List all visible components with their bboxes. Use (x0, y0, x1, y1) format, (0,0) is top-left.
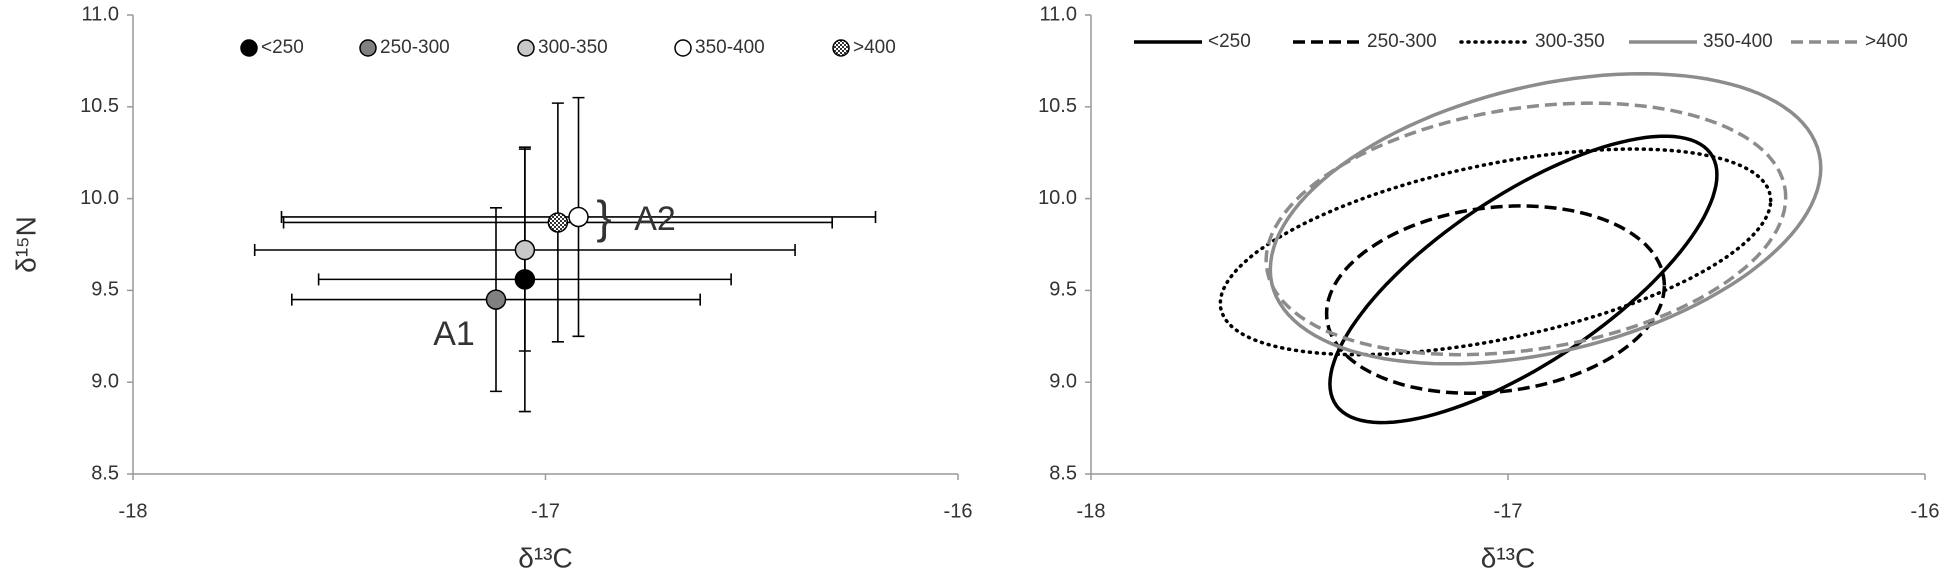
annotation: A1 (433, 315, 475, 353)
legend-marker (359, 39, 377, 57)
x-tick-label: -17 (1494, 500, 1523, 522)
y-tick-label: 9.5 (91, 279, 119, 301)
ellipse (1324, 204, 1667, 395)
legend-label: 350-400 (1703, 31, 1773, 52)
point (547, 212, 569, 233)
legend-label: <250 (1208, 31, 1251, 52)
y-tick-label: 8.5 (91, 462, 119, 484)
point (568, 206, 589, 228)
ellipse (1264, 101, 1788, 357)
x-tick-label: -17 (531, 500, 560, 522)
point (514, 239, 536, 261)
y-tick-label: 11.0 (82, 3, 119, 25)
y-tick-label: 11.0 (1040, 3, 1077, 25)
x-tick-label: -18 (119, 500, 148, 522)
y-tick-label: 8.5 (1049, 462, 1077, 484)
y-tick-label: 10.0 (80, 187, 119, 209)
ellipse (1328, 134, 1719, 425)
point (514, 269, 536, 290)
x-axis-title: δ¹³C (518, 542, 572, 573)
legend-label: 250-300 (1367, 31, 1437, 52)
point (485, 289, 507, 310)
annotation: A2 (634, 200, 676, 238)
y-axis-title: δ¹⁵N (10, 216, 41, 273)
legend-label: <250 (261, 37, 304, 58)
legend-marker (832, 39, 850, 57)
x-axis-title: δ¹³C (1481, 542, 1535, 573)
legend-label: 300-350 (538, 37, 608, 58)
x-tick-label: -18 (1077, 500, 1106, 522)
legend-label: 250-300 (380, 37, 450, 58)
legend-label: >400 (853, 37, 896, 58)
annotation: } (596, 191, 611, 243)
ellipse (1218, 147, 1773, 357)
y-tick-label: 9.0 (91, 370, 119, 392)
y-tick-label: 10.5 (80, 95, 119, 117)
legend-marker (674, 39, 692, 57)
legend-marker (517, 39, 535, 57)
x-tick-label: -16 (944, 500, 973, 522)
y-tick-label: 10.5 (1038, 95, 1077, 117)
x-tick-label: -16 (1911, 500, 1940, 522)
y-tick-label: 9.0 (1049, 370, 1077, 392)
legend-marker (240, 39, 258, 57)
legend-label: 350-400 (695, 37, 765, 58)
ellipse (1268, 72, 1823, 366)
y-tick-label: 10.0 (1038, 187, 1077, 209)
y-tick-label: 9.5 (1049, 279, 1077, 301)
legend-label: >400 (1865, 31, 1908, 52)
legend-label: 300-350 (1535, 31, 1605, 52)
